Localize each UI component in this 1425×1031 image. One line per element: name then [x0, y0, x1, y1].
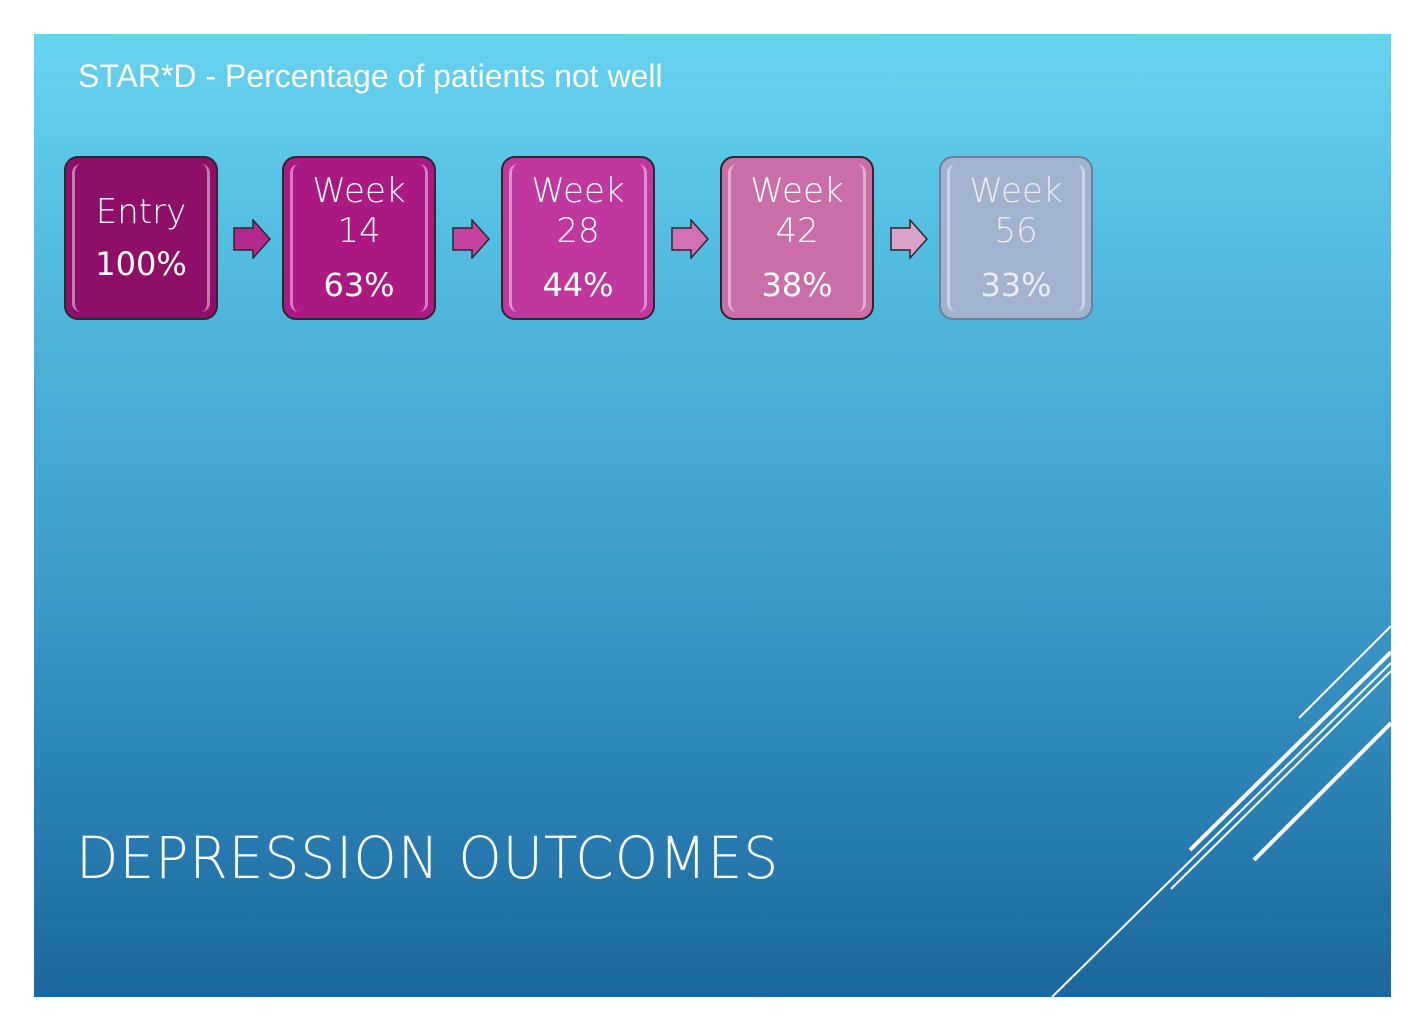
stage-label-week: Week [531, 171, 625, 211]
stage-label-week: Week [969, 171, 1063, 211]
stage-label-week: Week [750, 171, 844, 211]
stage-value: 63% [323, 266, 395, 304]
stage-week-14: Week 14 63% [282, 156, 436, 320]
stage-week-28: Week 28 44% [501, 156, 655, 320]
stage-week-56: Week 56 33% [939, 156, 1093, 320]
chevron-arrow-icon [452, 219, 490, 259]
chevron-arrow-icon [890, 219, 928, 259]
slide-subtitle: STAR*D - Percentage of patients not well [78, 58, 663, 94]
stage-label-number: 56 [994, 211, 1038, 251]
stage-value: 33% [980, 266, 1052, 304]
stage-label-week: Week [312, 171, 406, 211]
chevron-arrow-icon [233, 219, 271, 259]
stage-entry: Entry 100% [64, 156, 218, 320]
stage-value: 38% [761, 266, 833, 304]
slide: STAR*D - Percentage of patients not well… [34, 34, 1391, 997]
stage-week-42: Week 42 38% [720, 156, 874, 320]
stage-value: 44% [542, 266, 614, 304]
decorative-lines [1051, 625, 1391, 997]
stage-value: 100% [95, 245, 187, 283]
stage-label-number: 28 [556, 211, 600, 251]
chevron-arrow-icon [671, 219, 709, 259]
slide-title: DEPRESSION OUTCOMES [76, 824, 780, 892]
stage-label-number: 42 [775, 211, 819, 251]
stage-label-number: 14 [337, 211, 381, 251]
stage-label: Entry [95, 192, 187, 232]
